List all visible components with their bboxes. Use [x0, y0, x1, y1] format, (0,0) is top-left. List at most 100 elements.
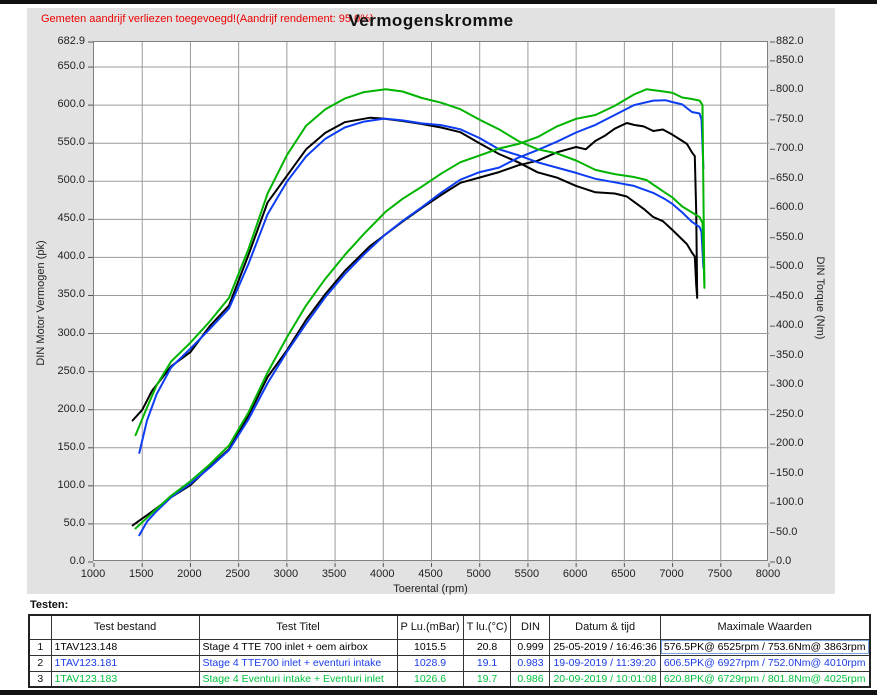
power-test1-curve	[131, 122, 699, 527]
cell-row-number[interactable]: 2	[28, 654, 52, 672]
y-left-tick-label: 500.0	[57, 174, 85, 187]
y-right-tick-label: 500.0	[776, 260, 804, 273]
column-header-maximale-waarden: Maximale Waarden	[659, 614, 871, 640]
y-right-tick-label: 300.0	[776, 378, 804, 391]
y-right-tick-label: 400.0	[776, 319, 804, 332]
x-tick-label: 3000	[273, 568, 299, 580]
chart-panel: Gemeten aandrijf verliezen toegevoegd!(A…	[27, 8, 835, 595]
y-right-tick-label: 750.0	[776, 112, 804, 125]
x-tick-label: 1500	[128, 568, 154, 580]
torque-test2-curve	[138, 117, 705, 454]
x-tick-label: 8000	[755, 568, 781, 580]
chart-title: Vermogenskromme	[348, 11, 514, 30]
cell-maximale-waarden[interactable]: 576.5PK@ 6525rpm / 753.6Nm@ 3863rpm	[659, 638, 871, 656]
y-right-tick-label: 100.0	[776, 496, 804, 509]
cell-test-bestand[interactable]: 1TAV123.148	[50, 638, 200, 656]
y-left-tick-label: 150.0	[57, 440, 85, 453]
x-tick-label: 5500	[514, 568, 540, 580]
y-left-tick-label: 350.0	[57, 288, 85, 301]
x-tick-label: 6500	[611, 568, 636, 580]
y-left-tick-label: 600.0	[57, 98, 85, 111]
table-row[interactable]: 1 1TAV123.148 Stage 4 TTE 700 inlet + oem …	[28, 638, 871, 656]
y-right-tick-label: 550.0	[776, 230, 804, 243]
x-tick-label: 4000	[370, 568, 395, 580]
cell-test-bestand[interactable]: 1TAV123.183	[50, 670, 200, 688]
column-header-test-bestand: Test bestand	[50, 614, 200, 640]
y-left-tick-label: 650.0	[57, 60, 85, 73]
y-right-tick-label: 882.0	[776, 35, 804, 47]
cell-din[interactable]: 0.983	[510, 654, 551, 672]
y-right-tick-label: 450.0	[776, 289, 804, 302]
x-tick-label: 3500	[321, 568, 347, 580]
cell-din[interactable]: 0.986	[510, 670, 551, 688]
cell-test-titel[interactable]: Stage 4 Eventuri intake + Eventuri inlet	[198, 670, 398, 688]
table-row[interactable]: 3 1TAV123.183 Stage 4 Eventuri intake + Ev…	[28, 670, 871, 688]
x-tick-label: 5000	[466, 568, 491, 580]
column-header-p-lu: P Lu.(mBar)	[396, 614, 464, 640]
table-row[interactable]: 2 1TAV123.181 Stage 4 TTE700 inlet + event…	[28, 654, 871, 672]
cell-test-titel[interactable]: Stage 4 TTE 700 inlet + oem airbox	[198, 638, 398, 656]
y-right-tick-label: 700.0	[776, 142, 804, 155]
cell-datum-tijd[interactable]: 19-09-2019 / 11:39:20	[549, 654, 661, 672]
cell-datum-tijd[interactable]: 25-05-2019 / 16:46:36	[549, 638, 661, 656]
power-test3-curve	[134, 88, 706, 530]
y-left-axis-title: DIN Motor Vermogen (pk)	[35, 240, 47, 366]
power-torque-curves	[88, 41, 775, 567]
y-right-tick-label: 150.0	[776, 466, 804, 479]
y-right-tick-label: 600.0	[776, 201, 804, 214]
column-header-din: DIN	[510, 614, 551, 640]
y-left-tick-label: 0.0	[69, 555, 85, 567]
x-tick-label: 7000	[659, 568, 684, 580]
torque-test1-curve	[131, 116, 699, 422]
cell-din[interactable]: 0.999	[510, 638, 551, 656]
window-top-border	[0, 0, 877, 4]
y-right-tick-label: 850.0	[776, 53, 804, 66]
cell-p-lu[interactable]: 1028.9	[396, 654, 464, 672]
cell-p-lu[interactable]: 1015.5	[396, 638, 464, 656]
cell-t-lu[interactable]: 20.8	[462, 638, 512, 656]
column-header-test-titel: Test Titel	[198, 614, 398, 640]
cell-test-titel[interactable]: Stage 4 TTE700 inlet + eventuri intake	[198, 654, 398, 672]
x-tick-label: 7500	[707, 568, 733, 580]
y-right-tick-label: 0.0	[776, 555, 792, 567]
y-right-tick-label: 200.0	[776, 437, 804, 450]
tests-table: Test bestand Test Titel P Lu.(mBar) T lu.(°…	[28, 614, 871, 688]
y-right-tick-label: 350.0	[776, 348, 804, 361]
x-axis-title: Toerental (rpm)	[393, 583, 468, 595]
y-right-tick-label: 50.0	[776, 525, 798, 538]
y-left-tick-label: 450.0	[57, 212, 85, 225]
power-test2-curve	[138, 99, 705, 537]
y-left-tick-label: 550.0	[57, 136, 85, 149]
cell-datum-tijd[interactable]: 20-09-2019 / 10:01:08	[549, 670, 661, 688]
plot-area	[88, 41, 775, 567]
y-left-tick-label: 50.0	[63, 516, 85, 529]
column-header-datum-tijd: Datum & tijd	[549, 614, 661, 640]
x-tick-label: 6000	[562, 568, 588, 580]
y-left-tick-label: 400.0	[57, 250, 85, 263]
cell-t-lu[interactable]: 19.1	[462, 654, 512, 672]
drivetrain-loss-annotation: Gemeten aandrijf verliezen toegevoegd!(A…	[41, 13, 374, 25]
cell-row-number[interactable]: 3	[28, 670, 52, 688]
table-header-row: Test bestand Test Titel P Lu.(mBar) T lu.(°…	[28, 614, 871, 640]
y-right-tick-label: 650.0	[776, 171, 804, 184]
y-left-tick-label: 200.0	[57, 402, 85, 415]
cell-row-number[interactable]: 1	[28, 638, 52, 656]
cell-t-lu[interactable]: 19.7	[462, 670, 512, 688]
cell-test-bestand[interactable]: 1TAV123.181	[50, 654, 200, 672]
column-header-row-number	[28, 614, 52, 640]
y-left-tick-label: 300.0	[57, 326, 85, 339]
column-header-t-lu: T lu.(°C)	[462, 614, 512, 640]
x-tick-label: 2000	[177, 568, 202, 580]
x-tick-label: 2500	[225, 568, 250, 580]
tests-section-heading: Testen:	[30, 599, 69, 611]
x-tick-label: 1000	[80, 568, 106, 580]
cell-p-lu[interactable]: 1026.6	[396, 670, 464, 688]
torque-test3-curve	[134, 88, 706, 437]
cell-maximale-waarden[interactable]: 606.5PK@ 6927rpm / 752.0Nm@ 4010rpm	[659, 654, 871, 672]
y-right-axis-title: DIN Torque (Nm)	[814, 256, 826, 340]
y-right-tick-label: 800.0	[776, 83, 804, 96]
x-tick-label: 4500	[418, 568, 443, 580]
cell-maximale-waarden[interactable]: 620.8PK@ 6729rpm / 801.8Nm@ 4025rpm	[659, 670, 871, 688]
y-left-tick-label: 100.0	[57, 478, 85, 491]
y-right-tick-label: 250.0	[776, 407, 804, 420]
